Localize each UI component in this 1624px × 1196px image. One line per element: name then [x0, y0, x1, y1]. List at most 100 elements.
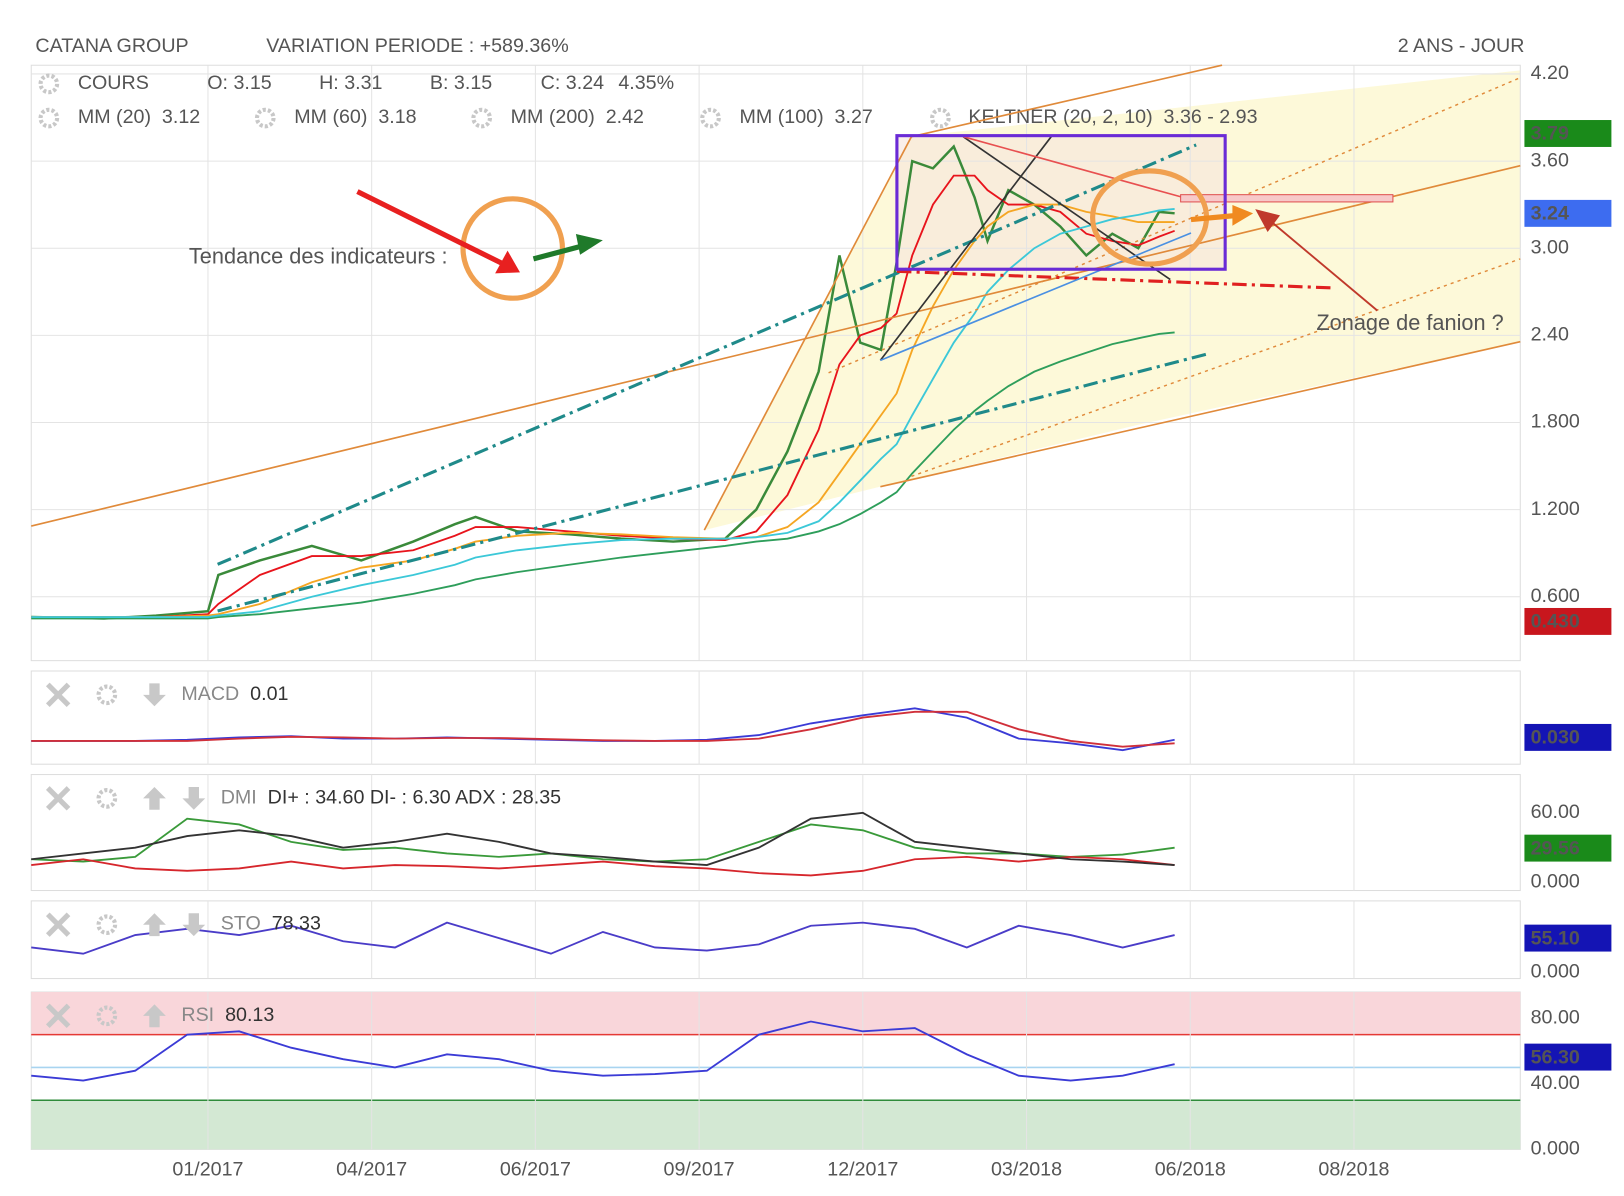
y-tick-label: 0.000: [1531, 871, 1580, 893]
price-tag-label: 3.79: [1531, 123, 1569, 145]
y-tick-label: 2.40: [1531, 324, 1569, 346]
series-line: [31, 144, 1175, 620]
price-tag-label: 0.430: [1531, 611, 1580, 633]
y-tick-label: 60.00: [1531, 801, 1580, 823]
gear-icon: [38, 73, 60, 95]
y-tick-label: 40.00: [1531, 1072, 1580, 1094]
trend-line: [703, 136, 913, 531]
trend-line: [880, 340, 1521, 488]
series-line: [31, 811, 1175, 866]
variation: VARIATION PERIODE : +589.36%: [266, 35, 568, 57]
price-tag: [1524, 120, 1612, 147]
legend-value: 3.18: [378, 106, 416, 128]
y-tick-label: 4.20: [1531, 62, 1569, 84]
price-tag: [1524, 199, 1612, 227]
wedge-line: [880, 232, 1192, 362]
x-tick-label: 03/2018: [991, 1158, 1062, 1180]
series-line: [31, 817, 1175, 863]
gear-icon: [38, 107, 60, 129]
close-icon: [45, 912, 71, 937]
x-tick-label: 04/2017: [336, 1158, 407, 1180]
legend-name: KELTNER (20, 2, 10): [968, 106, 1152, 128]
legend-entry: MM (200) 2.42: [511, 106, 644, 128]
legend-value: 3.36 - 2.93: [1164, 106, 1258, 128]
series-line: [31, 208, 1175, 618]
legend-name: MM (200): [511, 106, 595, 128]
series-line: [31, 921, 1175, 955]
arrowhead: [495, 250, 520, 274]
panel-value: 0.01: [250, 683, 288, 705]
panel-title: DMI DI+ : 34.60 DI- : 6.30 ADX : 28.35: [221, 787, 561, 809]
panel-frame: [30, 900, 1521, 980]
gear-icon: [96, 788, 118, 809]
panel-title: RSI 80.13: [181, 1004, 274, 1026]
arrowhead: [1255, 209, 1281, 232]
gear-icon: [700, 107, 721, 129]
arrowhead: [1232, 205, 1254, 226]
series-line: [31, 855, 1175, 877]
arrow: [1190, 212, 1238, 223]
legend-value: 2.42: [606, 106, 644, 128]
price-tag-label: 0.030: [1531, 727, 1580, 749]
legend-value: 3.27: [835, 106, 873, 128]
legend-name: MM (100): [740, 106, 824, 128]
legend-value: B: 3.15: [430, 72, 492, 94]
legend-value: O: 3.15: [207, 72, 272, 94]
close-icon: [45, 786, 71, 811]
legend-entry: MM (100) 3.27: [740, 106, 873, 128]
price-tag-label: 56.30: [1531, 1046, 1580, 1068]
x-tick-label: 01/2017: [172, 1158, 243, 1180]
circle-mark: [460, 196, 566, 301]
panel-name: DMI: [221, 787, 257, 809]
y-tick-label: 0.000: [1531, 1138, 1580, 1160]
panel-value: 78.33: [272, 913, 321, 935]
price-tag: [1524, 834, 1612, 862]
dotted-line: [911, 258, 1521, 478]
close-icon: [45, 682, 71, 708]
gear-icon: [96, 684, 118, 706]
y-tick-label: 0.600: [1531, 585, 1580, 607]
dotted-line: [828, 76, 1521, 374]
support-line: [896, 269, 1331, 290]
gear-icon: [254, 107, 276, 129]
legend-entry: MM (60) 3.18: [294, 106, 416, 128]
gear-icon: [471, 107, 493, 129]
y-tick-label: 3.60: [1531, 149, 1569, 171]
wedge-line: [962, 135, 1181, 198]
panel-frame: [30, 670, 1521, 765]
y-tick-label: 0.000: [1531, 961, 1580, 983]
x-tick-label: 06/2018: [1155, 1158, 1226, 1180]
move-icon: [143, 1004, 166, 1028]
legend-value: H: 3.31: [319, 72, 382, 94]
legend-entry: KELTNER (20, 2, 10) 3.36 - 2.93: [968, 106, 1257, 128]
move-icon: [182, 913, 206, 937]
legend-value: 4.35%: [618, 72, 674, 94]
x-tick-label: 12/2017: [827, 1158, 898, 1180]
y-tick-label: 80.00: [1531, 1006, 1580, 1028]
panel-name: RSI: [181, 1004, 214, 1026]
panel-value: DI+ : 34.60 DI- : 6.30 ADX : 28.35: [268, 787, 561, 809]
price-tag-label: 29.56: [1531, 837, 1580, 859]
panel-name: MACD: [181, 683, 239, 705]
panel-title: MACD 0.01: [181, 683, 288, 705]
move-icon: [143, 913, 166, 937]
series-line: [31, 1020, 1175, 1082]
move-icon: [143, 786, 166, 810]
move-icon: [143, 683, 166, 707]
panel-value: 80.13: [225, 1004, 274, 1026]
close-icon: [45, 1003, 71, 1029]
price-tag: [1524, 607, 1612, 635]
level-zone: [31, 992, 1521, 1035]
period: 2 ANS - JOUR: [1398, 35, 1525, 57]
legend-value: C: 3.24: [541, 72, 604, 94]
series-line: [31, 707, 1175, 752]
x-tick-label: 09/2017: [664, 1158, 735, 1180]
panel-name: STO: [221, 913, 261, 935]
panel-title: STO 78.33: [221, 913, 321, 935]
price-tag: [1524, 924, 1612, 952]
move-icon: [182, 786, 206, 810]
price-tag-label: 55.10: [1531, 927, 1580, 949]
dash-line: [217, 352, 1207, 613]
legend-entry: MM (20) 3.12: [78, 106, 200, 128]
